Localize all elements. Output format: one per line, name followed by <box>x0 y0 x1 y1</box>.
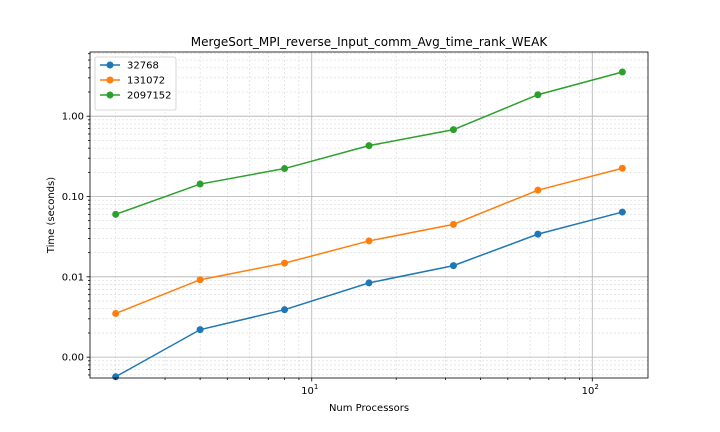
legend-marker-131072 <box>106 76 114 84</box>
y-axis-label: Time (seconds) <box>46 177 57 254</box>
data-point-131072 <box>534 186 542 194</box>
data-point-131072 <box>618 164 626 172</box>
x-axis-label: Num Processors <box>329 403 409 414</box>
y-tick-label: 0.10 <box>62 192 84 203</box>
data-point-2097152 <box>112 210 120 218</box>
y-tick-label: 0.00 <box>62 353 84 364</box>
legend-label-131072: 131072 <box>127 76 165 87</box>
data-point-32768 <box>534 230 542 238</box>
data-point-2097152 <box>449 126 457 134</box>
data-point-32768 <box>365 279 373 287</box>
legend-marker-32768 <box>106 61 114 69</box>
legend-label-32768: 32768 <box>127 61 159 72</box>
data-point-131072 <box>196 276 204 284</box>
data-point-131072 <box>449 220 457 228</box>
chart-title: MergeSort_MPI_reverse_Input_comm_Avg_tim… <box>191 35 549 49</box>
data-point-32768 <box>196 326 204 334</box>
legend-box <box>94 56 177 111</box>
data-point-32768 <box>112 373 120 381</box>
data-point-32768 <box>449 262 457 270</box>
y-tick-label: 0.01 <box>62 272 84 283</box>
data-point-2097152 <box>196 180 204 188</box>
data-point-2097152 <box>618 68 626 76</box>
data-point-131072 <box>112 309 120 317</box>
data-point-32768 <box>618 208 626 216</box>
series-layer <box>112 68 626 381</box>
data-point-2097152 <box>281 165 289 173</box>
data-point-2097152 <box>534 91 542 99</box>
grid-lines <box>90 52 648 378</box>
y-tick-label: 1.00 <box>62 112 84 123</box>
axis-ticks: 101 102 0.00 0.01 0.10 1.00 <box>62 53 599 397</box>
legend: 32768 131072 2097152 <box>94 56 177 111</box>
x-tick-label: 101 <box>301 383 318 397</box>
data-point-131072 <box>365 237 373 245</box>
legend-marker-2097152 <box>106 91 114 99</box>
x-tick-label: 102 <box>582 383 599 397</box>
plot-area-frame <box>89 51 649 379</box>
data-point-131072 <box>281 259 289 267</box>
data-point-2097152 <box>365 142 373 150</box>
data-point-32768 <box>281 306 289 314</box>
legend-label-2097152: 2097152 <box>127 91 172 102</box>
